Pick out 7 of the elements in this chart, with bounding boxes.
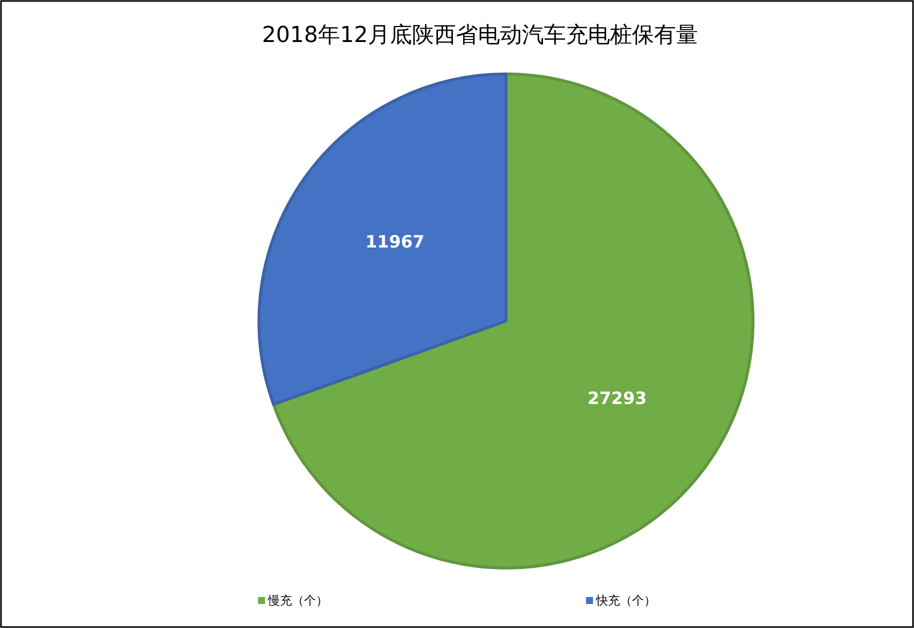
chart-title: 2018年12月底陕西省电动汽车充电桩保有量: [262, 23, 698, 48]
legend-label: 快充（个）: [595, 593, 656, 608]
data-label: 11967: [365, 232, 424, 252]
legend-label: 慢充（个）: [267, 593, 328, 608]
pie-slice: [272, 72, 754, 570]
pie-slice: [258, 72, 508, 406]
data-label: 27293: [588, 388, 647, 409]
